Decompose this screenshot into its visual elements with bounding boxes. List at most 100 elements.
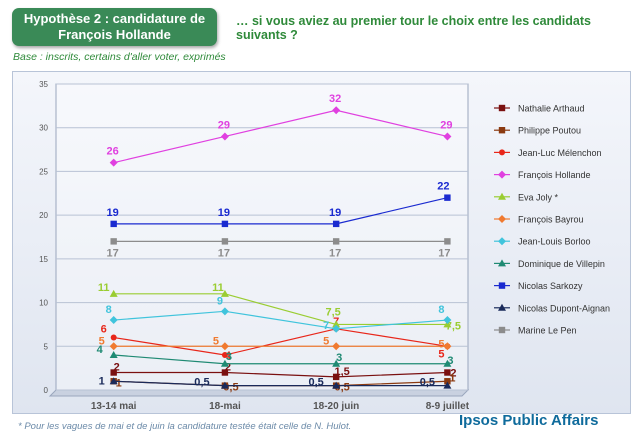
y-tick-label-20: 20 [39,211,48,220]
series-point-fran-ois-bayrou-2 [332,342,341,351]
data-label-jean-luc-m-lenchon-0: 6 [101,324,107,336]
data-label-philippe-poutou-2: 0,5 [335,382,350,394]
data-label-dominique-de-villepin-1: 3 [226,351,232,363]
legend-marker-nicolas-sarkozy [498,282,506,289]
data-label-nicolas-dupont-aignan-3: 0,5 [420,377,435,389]
data-label-philippe-poutou-1: 0,5 [223,382,238,394]
data-label-jean-louis-borloo-1: 9 [217,295,223,307]
series-point-eva-joly-1 [220,289,229,297]
series-point-eva-joly-0 [109,289,118,297]
legend-label-fran-ois-bayrou: François Bayrou [518,215,584,225]
data-label-nathalie-arthaud-1: 2 [225,362,231,374]
series-point-dominique-de-villepin-3 [443,359,452,367]
y-tick-label-0: 0 [44,386,49,395]
series-point-eva-joly-2 [332,320,341,328]
data-label-jean-louis-borloo-0: 8 [106,304,112,316]
series-point-nathalie-arthaud-2 [332,373,340,381]
chart-title-badge: Hypothèse 2 : candidature de François Ho… [12,8,217,46]
sample-base-note: Base : inscrits, certains d'aller voter,… [13,51,226,63]
y-tick-label-30: 30 [39,124,48,133]
series-point-nicolas-sarkozy-2 [332,220,340,228]
series-point-jean-louis-borloo-0 [109,316,118,325]
legend-label-nicolas-sarkozy: Nicolas Sarkozy [518,281,583,291]
y-tick-label-15: 15 [39,255,48,264]
data-label-nathalie-arthaud-3: 2 [450,368,456,380]
data-label-nicolas-dupont-aignan-0: 1 [99,375,105,387]
series-line-dominique-de-villepin [113,354,448,365]
data-label-nicolas-sarkozy-0: 19 [107,207,119,219]
data-label-dominique-de-villepin-0: 4 [97,344,104,356]
data-label-philippe-poutou-0: 1 [116,377,122,389]
legend-label-jean-luc-m-lenchon: Jean-Luc Mélenchon [518,148,602,158]
data-label-fran-ois-hollande-1: 29 [218,119,230,131]
legend-marker-nathalie-arthaud [498,104,506,112]
legend-marker-jean-louis-borloo [498,237,506,246]
legend-marker-eva-joly [498,192,506,200]
series-point-jean-luc-m-lenchon-1 [221,352,228,359]
series-line-nicolas-dupont-aignan [113,380,448,387]
series-point-nicolas-dupont-aignan-3 [443,381,452,389]
data-label-jean-luc-m-lenchon-3: 5 [438,348,444,360]
series-point-philippe-poutou-3 [444,378,451,385]
series-point-nicolas-dupont-aignan-0 [109,377,118,385]
series-point-fran-ois-bayrou-0 [109,342,118,351]
y-tick-label-35: 35 [39,80,48,89]
legend-marker-fran-ois-bayrou [498,215,506,223]
data-label-nicolas-sarkozy-2: 19 [329,207,341,219]
data-label-jean-louis-borloo-2: 7 [323,320,329,332]
legend-label-philippe-poutou: Philippe Poutou [518,126,581,136]
series-point-nicolas-sarkozy-3 [444,194,451,201]
data-label-jean-luc-m-lenchon-1: 4 [225,350,232,362]
series-point-fran-ois-hollande-1 [220,132,229,141]
data-label-jean-louis-borloo-3: 8 [438,304,444,316]
series-point-jean-louis-borloo-3 [443,316,452,325]
legend-label-dominique-de-villepin: Dominique de Villepin [518,259,605,269]
data-label-eva-joly-0: 11 [98,282,110,294]
legend-marker-marine-le-pen [498,326,506,334]
series-point-nicolas-dupont-aignan-1 [220,381,229,389]
data-label-nicolas-dupont-aignan-2: 0,5 [309,377,324,389]
y-tick-label-25: 25 [39,167,48,176]
data-label-marine-le-pen-2: 17 [329,247,341,259]
series-point-marine-le-pen-2 [332,238,340,245]
series-point-nicolas-dupont-aignan-2 [332,381,341,389]
series-line-jean-louis-borloo [113,310,448,330]
x-tick-label-0: 13-14 mai [91,401,137,412]
data-label-nicolas-dupont-aignan-1: 0,5 [194,377,209,389]
data-label-dominique-de-villepin-2: 3 [336,352,342,364]
series-point-jean-luc-m-lenchon-0 [110,334,117,341]
legend-label-marine-le-pen: Marine Le Pen [518,326,577,336]
x-tick-label-2: 18-20 juin [313,401,359,412]
y-tick-label-10: 10 [39,299,48,308]
y-tick-label-5: 5 [44,342,49,351]
series-point-nicolas-sarkozy-1 [221,220,229,228]
footnote: * Pour les vagues de mai et de juin la c… [18,421,352,432]
series-line-nicolas-sarkozy [113,197,448,225]
legend-label-nathalie-arthaud: Nathalie Arthaud [518,104,585,114]
data-label-nicolas-sarkozy-3: 22 [437,181,449,193]
data-label-philippe-poutou-3: 1 [449,372,455,384]
series-point-dominique-de-villepin-0 [109,351,118,359]
survey-question: … si vous aviez au premier tour le choix… [236,14,591,42]
series-point-nathalie-arthaud-3 [444,369,451,376]
series-point-marine-le-pen-1 [221,238,229,245]
series-point-dominique-de-villepin-1 [220,359,229,367]
x-tick-label-3: 8-9 juillet [426,401,470,412]
plot-floor [48,389,470,397]
data-label-eva-joly-2: 7,5 [326,306,341,318]
data-label-nicolas-sarkozy-1: 19 [218,207,230,219]
legend-label-eva-joly: Eva Joly * [518,192,559,202]
series-point-fran-ois-bayrou-1 [220,342,229,351]
series-point-nicolas-sarkozy-0 [110,220,117,228]
data-label-nathalie-arthaud-0: 2 [114,362,120,374]
data-label-marine-le-pen-0: 17 [107,247,119,259]
legend-marker-nicolas-dupont-aignan [498,303,506,311]
legend-label-fran-ois-hollande: François Hollande [518,170,591,180]
series-point-fran-ois-hollande-0 [109,158,118,167]
data-label-nathalie-arthaud-2: 1,5 [335,366,350,378]
series-point-nathalie-arthaud-0 [110,369,117,376]
title-line-1: Hypothèse 2 : candidature de [23,11,206,26]
data-label-marine-le-pen-3: 17 [438,247,450,259]
series-point-jean-louis-borloo-1 [220,307,229,316]
legend-marker-philippe-poutou [498,127,506,134]
